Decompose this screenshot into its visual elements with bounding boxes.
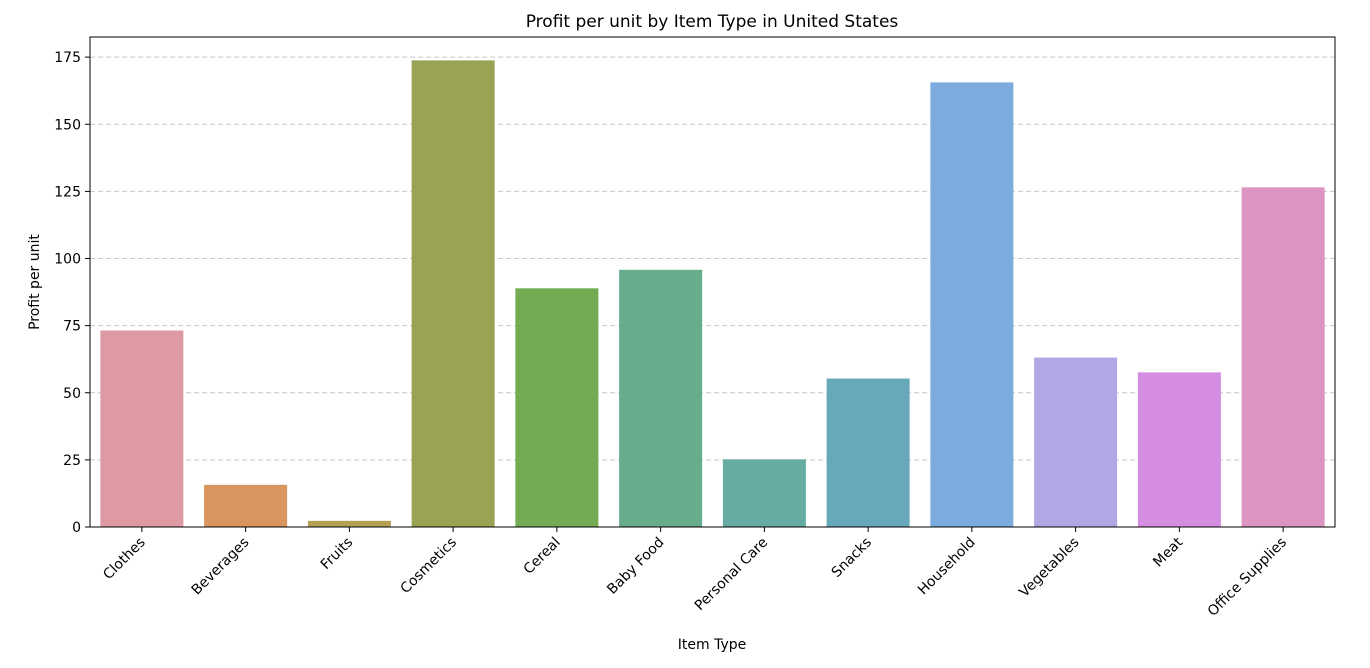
- x-tick-label: Office Supplies: [1205, 535, 1290, 620]
- y-axis-title: Profit per unit: [27, 234, 43, 330]
- bar-baby-food: [619, 269, 703, 527]
- bar-household: [930, 82, 1014, 528]
- plot-frame: [89, 36, 1336, 528]
- bar-cereal: [515, 288, 599, 527]
- y-tick-label: 175: [54, 50, 81, 66]
- bar-meat: [1137, 372, 1221, 527]
- y-tick-label: 50: [63, 386, 81, 402]
- x-tick-label: Beverages: [189, 535, 253, 599]
- x-tick-label: Cosmetics: [398, 535, 460, 597]
- x-tick-label: Snacks: [829, 535, 875, 581]
- x-tick-label: Household: [915, 535, 979, 599]
- chart-title: Profit per unit by Item Type in United S…: [526, 12, 899, 32]
- bar-cosmetics: [411, 60, 495, 527]
- bar-personal-care: [722, 459, 806, 527]
- y-tick-label: 0: [72, 520, 81, 536]
- x-tick-label: Personal Care: [692, 535, 771, 614]
- x-tick-label: Cereal: [521, 535, 564, 578]
- x-tick-label: Fruits: [318, 535, 356, 573]
- bar-clothes: [100, 330, 184, 527]
- bar-beverages: [204, 484, 288, 527]
- x-axis-title: Item Type: [678, 637, 746, 653]
- y-tick-label: 125: [54, 184, 81, 200]
- x-tick-label: Vegetables: [1016, 535, 1082, 601]
- y-tick-label: 75: [63, 319, 81, 335]
- y-tick-label: 25: [63, 453, 81, 469]
- bar-office-supplies: [1241, 187, 1325, 527]
- y-tick-label: 100: [54, 252, 81, 268]
- bar-fruits: [307, 520, 391, 527]
- x-tick-label: Baby Food: [604, 535, 667, 598]
- x-tick-label: Meat: [1150, 534, 1186, 570]
- bar-snacks: [826, 378, 910, 527]
- y-tick-label: 150: [54, 117, 81, 133]
- x-tick-label: Clothes: [100, 535, 148, 583]
- bar-vegetables: [1034, 357, 1118, 527]
- bars: [100, 60, 1325, 528]
